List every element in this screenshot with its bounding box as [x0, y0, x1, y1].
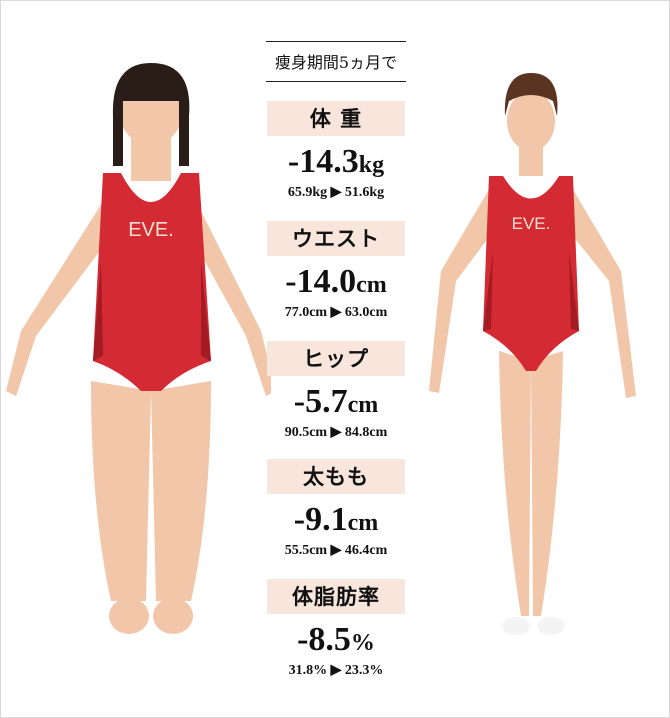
after-swimsuit-logo: EVE. [512, 214, 551, 233]
arrow-right-icon: ▶ [330, 305, 342, 320]
stat-waist: ウエスト -14.0cm 77.0cm ▶ 63.0cm [259, 221, 413, 321]
stat-body-fat: 体脂肪率 -8.5% 31.8% ▶ 23.3% [259, 579, 413, 679]
stat-label: 体脂肪率 [267, 579, 405, 614]
stat-value: -8.5 [297, 621, 351, 658]
arrow-right-icon: ▶ [330, 543, 342, 558]
header-bottom-rule [266, 81, 406, 82]
period-text: 痩身期間5ヵ月で [274, 53, 398, 72]
stat-before: 77.0cm [284, 305, 328, 320]
stat-after: 84.8cm [344, 425, 388, 440]
stat-value: -9.1 [293, 501, 348, 538]
stat-after: 23.3% [344, 663, 384, 678]
arrow-right-icon: ▶ [330, 663, 342, 678]
stat-label: 太もも [267, 459, 405, 494]
stat-label: 体 重 [267, 101, 405, 136]
stat-before: 55.5cm [284, 543, 328, 558]
stat-before: 90.5cm [284, 425, 328, 440]
stat-value: -14.0 [285, 263, 357, 300]
stat-unit: % [350, 630, 375, 656]
stat-weight: 体 重 -14.3kg 65.9kg ▶ 51.6kg [259, 101, 413, 201]
stat-after: 46.4cm [344, 543, 388, 558]
stat-value: -5.7 [293, 383, 348, 420]
stat-before: 31.8% [288, 663, 328, 678]
stat-unit: cm [347, 510, 379, 536]
arrow-right-icon: ▶ [330, 425, 342, 440]
stat-thigh: 太もも -9.1cm 55.5cm ▶ 46.4cm [259, 459, 413, 559]
stat-before: 65.9kg [287, 185, 328, 200]
after-photo: EVE. [429, 73, 636, 635]
before-swimsuit-logo: EVE. [128, 219, 174, 241]
stat-unit: kg [358, 152, 385, 178]
stat-after: 63.0cm [344, 305, 388, 320]
stat-label: ヒップ [267, 341, 405, 376]
stat-label: ウエスト [267, 221, 405, 256]
stat-unit: cm [356, 272, 387, 298]
arrow-right-icon: ▶ [330, 185, 342, 200]
stat-value: -14.3 [287, 143, 359, 180]
stat-unit: cm [347, 392, 379, 418]
header-top-rule [266, 41, 406, 42]
stat-after: 51.6kg [344, 185, 385, 200]
before-photo: EVE. [6, 63, 271, 634]
stat-hip: ヒップ -5.7cm 90.5cm ▶ 84.8cm [259, 341, 413, 441]
